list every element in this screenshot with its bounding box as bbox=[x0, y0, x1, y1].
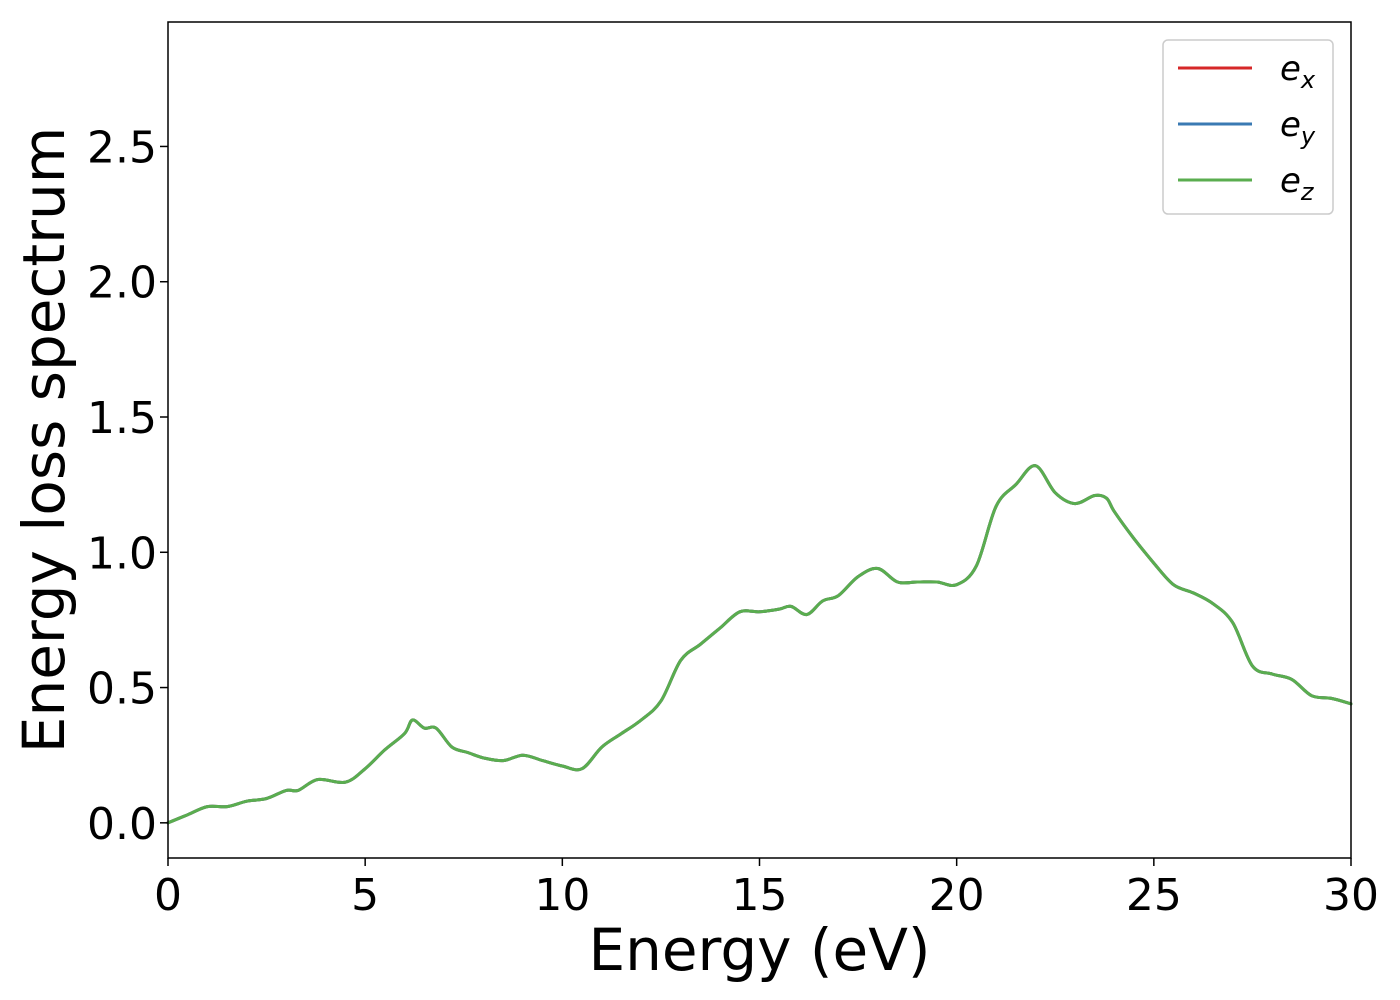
legend-label-subscript: y bbox=[1300, 122, 1316, 150]
x-tick-label: 15 bbox=[732, 870, 788, 921]
series-layer bbox=[166, 464, 1353, 825]
x-tick-label: 0 bbox=[154, 870, 182, 921]
y-axis-ticks: 0.0 0.5 1.0 1.5 2.0 2.5 bbox=[87, 122, 168, 850]
legend-label-subscript: x bbox=[1300, 66, 1316, 94]
y-tick-label: 0.0 bbox=[87, 799, 157, 850]
y-tick-label: 2.5 bbox=[87, 122, 157, 173]
y-tick-label: 1.5 bbox=[87, 393, 157, 444]
x-tick-label: 25 bbox=[1126, 870, 1182, 921]
legend-label-subscript: z bbox=[1300, 178, 1315, 206]
plot-area bbox=[168, 22, 1351, 858]
y-tick-label: 0.5 bbox=[87, 664, 157, 715]
x-tick-label: 10 bbox=[534, 870, 590, 921]
legend-label-x: ex bbox=[1280, 49, 1316, 94]
x-tick-label: 30 bbox=[1323, 870, 1379, 921]
legend-label-base: e bbox=[1280, 161, 1301, 201]
y-tick-label: 2.0 bbox=[87, 258, 157, 309]
legend-box bbox=[1162, 39, 1334, 215]
legend-label-y: ey bbox=[1280, 105, 1316, 150]
legend-label-base: e bbox=[1280, 49, 1301, 89]
plot-frame bbox=[167, 21, 1352, 859]
x-tick-label: 5 bbox=[351, 870, 379, 921]
legend-label-z: ez bbox=[1280, 161, 1315, 206]
legend-label-base: e bbox=[1280, 105, 1301, 145]
x-axis-ticks: 0 5 10 15 20 25 30 bbox=[154, 858, 1379, 921]
y-tick-label: 1.0 bbox=[87, 528, 157, 579]
series-line-z bbox=[166, 464, 1353, 825]
x-tick-label: 20 bbox=[929, 870, 985, 921]
x-axis-label: Energy (eV) bbox=[588, 916, 930, 984]
y-axis-label: Energy loss spectrum bbox=[10, 127, 78, 753]
